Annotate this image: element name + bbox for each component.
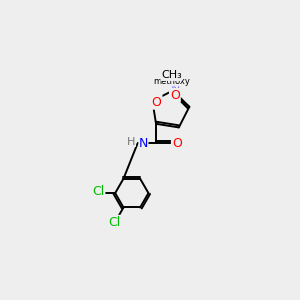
Text: Cl: Cl [92,185,104,198]
Text: methoxy: methoxy [153,77,190,86]
Text: N: N [171,83,180,96]
Text: O: O [170,88,180,101]
Text: O: O [152,96,161,109]
Text: Cl: Cl [108,216,120,229]
Text: N: N [139,137,148,150]
Text: CH₃: CH₃ [161,70,182,80]
Text: O: O [172,137,182,150]
Text: H: H [127,136,136,147]
